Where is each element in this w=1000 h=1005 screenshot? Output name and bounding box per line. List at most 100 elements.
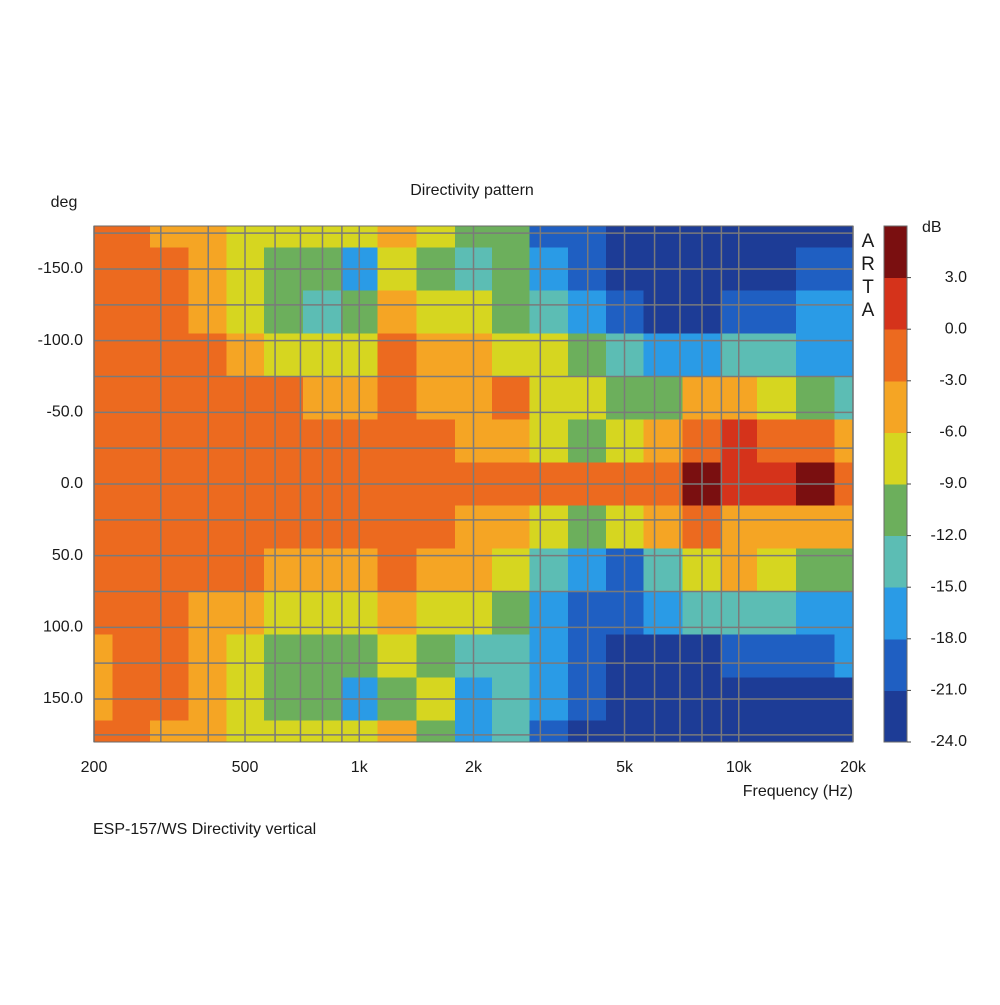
- heatmap-cell: [94, 634, 113, 678]
- heatmap-cell: [149, 720, 190, 743]
- colorbar-band: [884, 277, 907, 330]
- x-tick-label: 500: [232, 759, 259, 776]
- heatmap-cell: [643, 290, 683, 334]
- heatmap-cell: [643, 720, 683, 743]
- heatmap-cell: [757, 226, 797, 248]
- heatmap-cell: [264, 290, 304, 334]
- heatmap-cell: [834, 376, 854, 420]
- heatmap-cell: [643, 226, 683, 248]
- x-tick-label: 2k: [465, 759, 483, 776]
- heatmap-cell: [643, 505, 683, 549]
- y-tick-label: 100.0: [43, 619, 83, 636]
- heatmap-cell: [416, 591, 456, 635]
- y-axis-label: deg: [51, 194, 78, 211]
- colorbar-tick-label: -21.0: [931, 682, 968, 699]
- heatmap-cell: [377, 505, 417, 549]
- heatmap-cell: [757, 634, 797, 678]
- heatmap-cell: [377, 290, 417, 334]
- heatmap-cell: [529, 290, 569, 334]
- colorbar-band: [884, 226, 907, 279]
- heatmap-cell: [112, 376, 151, 420]
- heatmap-cell: [491, 720, 530, 743]
- y-tick-label: 0.0: [61, 475, 83, 492]
- colorbar-tick-label: -24.0: [931, 733, 968, 750]
- heatmap-cell: [149, 634, 190, 678]
- heatmap-cell: [643, 376, 683, 420]
- colorbar-tick-label: -3.0: [939, 372, 967, 389]
- heatmap-cell: [757, 419, 797, 463]
- x-axis-label: Frequency (Hz): [743, 783, 853, 800]
- x-tick-label: 10k: [726, 759, 753, 776]
- plot-frame: [93, 225, 854, 743]
- heatmap-cell: [416, 634, 456, 678]
- heatmap-cell: [149, 591, 190, 635]
- heatmap-cell: [834, 226, 854, 248]
- heatmap-cell: [94, 505, 113, 549]
- heatmap-cell: [529, 376, 569, 420]
- heatmap-cell: [416, 290, 456, 334]
- chart-title: Directivity pattern: [410, 182, 534, 199]
- x-tick-label: 200: [81, 759, 108, 776]
- heatmap-cell: [112, 505, 151, 549]
- heatmap-cell: [377, 634, 417, 678]
- heatmap-cell: [416, 376, 456, 420]
- heatmap-cell: [264, 376, 304, 420]
- colorbar-band: [884, 690, 907, 743]
- heatmap-cell: [112, 591, 151, 635]
- heatmap-cell: [795, 419, 836, 463]
- heatmap-cell: [149, 419, 190, 463]
- heatmap-cell: [643, 419, 683, 463]
- heatmap-cell: [757, 290, 797, 334]
- heatmap-cell: [94, 591, 113, 635]
- colorbar-band: [884, 380, 907, 433]
- heatmap-cell: [795, 376, 836, 420]
- x-tick-label: 5k: [616, 759, 634, 776]
- heatmap-cell: [529, 720, 569, 743]
- heatmap-cell: [94, 290, 113, 334]
- heatmap-cell: [112, 720, 151, 743]
- heatmap-cell: [112, 290, 151, 334]
- y-tick-label: 50.0: [52, 547, 83, 564]
- heatmap-cell: [377, 226, 417, 248]
- colorbar-band: [884, 638, 907, 691]
- heatmap-cell: [149, 226, 190, 248]
- heatmap-cell: [757, 505, 797, 549]
- colorbar-band: [884, 484, 907, 537]
- heatmap-cell: [757, 720, 797, 743]
- heatmap-cell: [757, 591, 797, 635]
- heatmap-cell: [795, 720, 836, 743]
- heatmap-cell: [834, 333, 854, 377]
- colorbar-band: [884, 329, 907, 382]
- heatmap-cell: [264, 505, 304, 549]
- heatmap-cell: [94, 548, 113, 592]
- colorbar-band: [884, 535, 907, 588]
- heatmap-cell: [94, 226, 113, 248]
- heatmap-cell: [491, 591, 530, 635]
- heatmap-cell: [643, 634, 683, 678]
- heatmap-cell: [149, 376, 190, 420]
- heatmap-cell: [377, 376, 417, 420]
- heatmap-cell: [264, 591, 304, 635]
- heatmap-cell: [491, 634, 530, 678]
- colorbar-tick-label: -6.0: [939, 424, 967, 441]
- heatmap-cell: [416, 720, 456, 743]
- heatmap-cell: [529, 505, 569, 549]
- heatmap-cell: [416, 505, 456, 549]
- colorbar-tick-label: -9.0: [939, 475, 967, 492]
- colorbar-tick-label: 3.0: [945, 269, 967, 286]
- heatmap-cell: [795, 634, 836, 678]
- heatmap-cell: [757, 376, 797, 420]
- y-tick-label: -150.0: [38, 260, 83, 277]
- heatmap-cell: [112, 634, 151, 678]
- y-tick-label: -100.0: [38, 332, 83, 349]
- heatmap-cell: [416, 226, 456, 248]
- heatmap-cell: [491, 226, 530, 248]
- heatmap-cell: [94, 333, 113, 377]
- colorbar-label: dB: [922, 219, 942, 236]
- heatmap-cell: [264, 226, 304, 248]
- heatmap-cell: [491, 376, 530, 420]
- heatmap-cell: [834, 505, 854, 549]
- heatmap-cell: [491, 419, 530, 463]
